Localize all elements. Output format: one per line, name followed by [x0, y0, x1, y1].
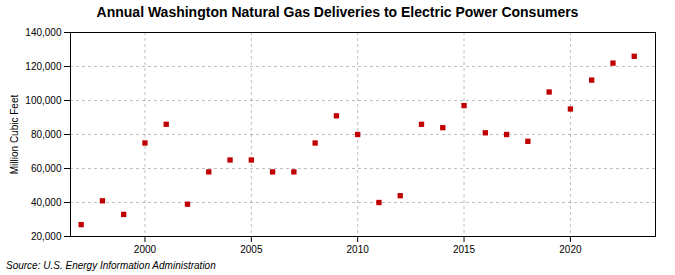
svg-text:100,000: 100,000 — [25, 95, 62, 106]
svg-text:2000: 2000 — [134, 244, 157, 255]
svg-text:2010: 2010 — [347, 244, 370, 255]
svg-text:2020: 2020 — [559, 244, 582, 255]
svg-text:120,000: 120,000 — [25, 61, 62, 72]
svg-text:80,000: 80,000 — [31, 129, 62, 140]
svg-text:20,000: 20,000 — [31, 231, 62, 242]
svg-text:2015: 2015 — [453, 244, 476, 255]
svg-text:40,000: 40,000 — [31, 197, 62, 208]
svg-text:60,000: 60,000 — [31, 163, 62, 174]
svg-text:140,000: 140,000 — [25, 27, 62, 38]
svg-text:2005: 2005 — [240, 244, 263, 255]
svg-text:Million Cubic Feet: Million Cubic Feet — [9, 95, 20, 175]
html-text:Annual Washington Natural Gas: Annual Washington Natural Gas Deliveries… — [96, 4, 579, 20]
html-text:Source: U.S. Energy Informatio: Source: U.S. Energy Information Administ… — [6, 260, 216, 271]
